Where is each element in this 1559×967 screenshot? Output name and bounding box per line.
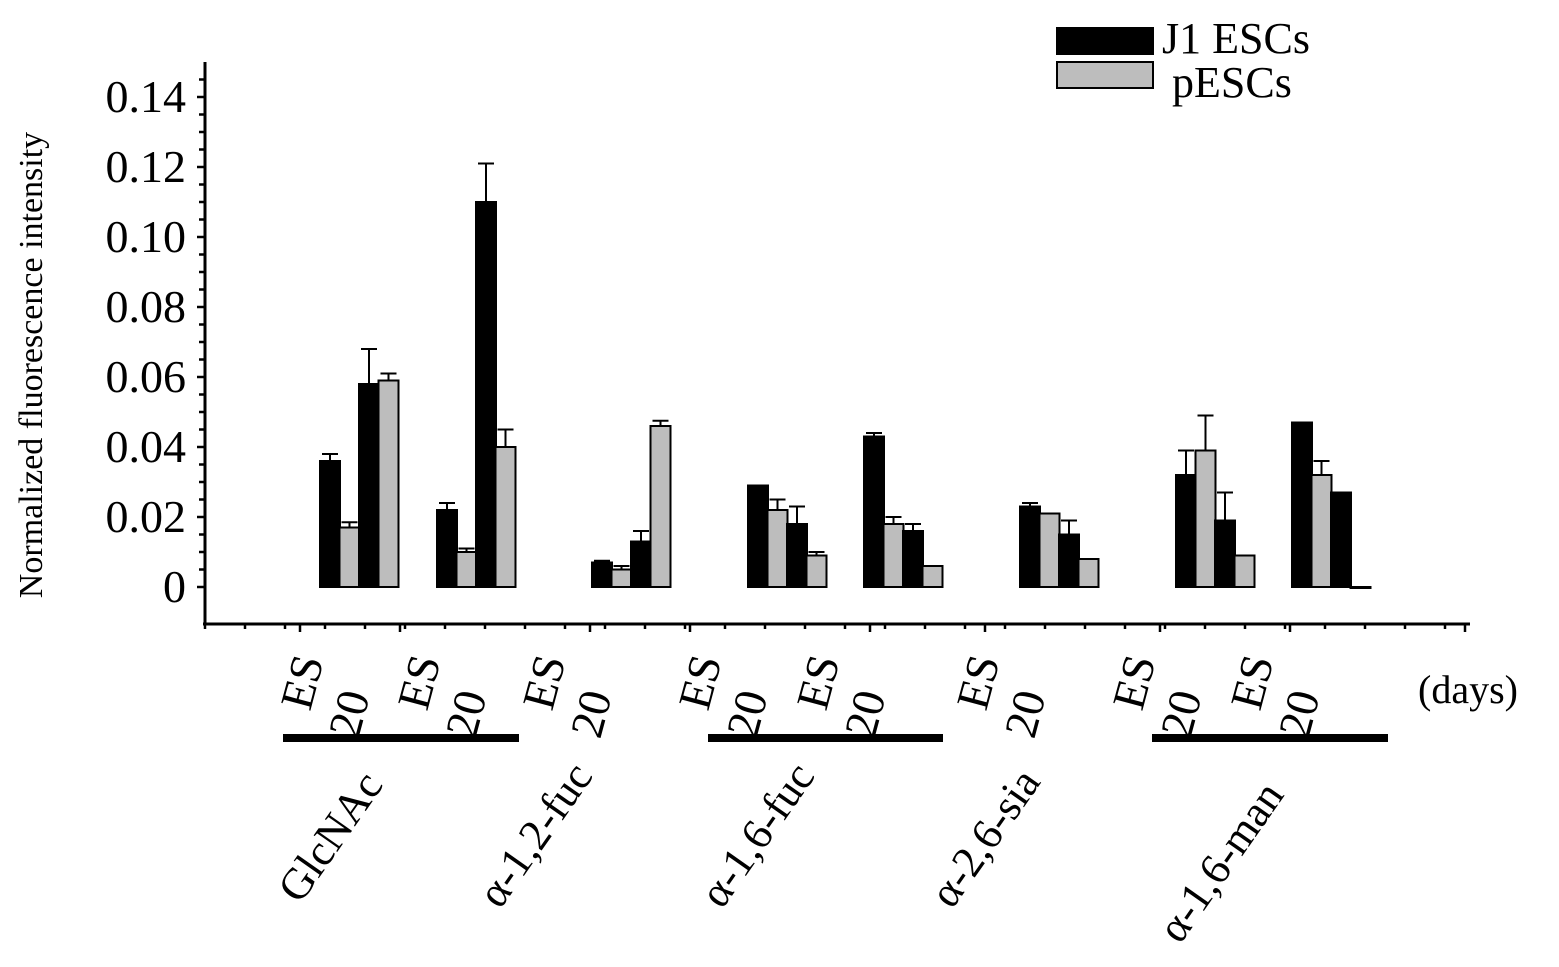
bar-pescs	[1038, 512, 1061, 588]
x-tick-label-20: 20	[1150, 685, 1211, 743]
bar-pescs	[1194, 449, 1217, 588]
bar-pescs	[494, 446, 517, 588]
group-bracket	[708, 734, 943, 742]
legend-swatch-j1	[1056, 27, 1154, 55]
y-tick-label: 0.06	[106, 351, 187, 402]
bar-pescs	[1077, 558, 1100, 588]
legend-swatch-pescs	[1056, 61, 1154, 89]
legend-label-pescs: pESCs	[1172, 58, 1292, 107]
bar-j1-escs	[475, 201, 497, 588]
group-labels: GlcNAc α-1,2-fuc α-1,6-fuc α-2,6-sia α-1,6-m…	[268, 734, 1388, 951]
bar-pescs	[455, 551, 478, 588]
bar-j1-escs	[747, 484, 769, 588]
group-label: α-2,6-sia	[920, 760, 1050, 916]
group-label: α-1,6-fuc	[690, 754, 824, 916]
x-tick-label-20: 20	[834, 685, 895, 743]
bar-pescs	[882, 523, 905, 588]
bar-pescs	[610, 568, 633, 588]
legend-label-j1: J1 ESCs	[1162, 14, 1310, 63]
bar-j1-escs	[1214, 519, 1236, 588]
bar-pescs	[1349, 586, 1372, 589]
y-tick-label: 0.10	[106, 211, 187, 262]
bar-j1-escs	[1019, 505, 1041, 588]
bar-pescs	[766, 509, 789, 588]
group-bracket	[1152, 734, 1388, 742]
bar-j1-escs	[1175, 474, 1197, 588]
bar-j1-escs	[630, 540, 652, 588]
y-tick-label: 0.04	[106, 421, 187, 472]
bar-j1-escs	[786, 523, 808, 588]
bar-pescs	[377, 379, 400, 588]
bar-j1-escs	[902, 530, 924, 588]
bar-j1-escs	[591, 561, 613, 588]
x-tick-label-20: 20	[716, 685, 777, 743]
y-tick-label: 0	[163, 561, 186, 612]
y-tick-label: 0.08	[106, 281, 187, 332]
bar-pescs	[921, 565, 944, 588]
bar-j1-escs	[1291, 421, 1313, 588]
x-unit-label: (days)	[1418, 667, 1518, 712]
bar-pescs	[338, 526, 361, 588]
legend: J1 ESCs pESCs	[1056, 14, 1310, 107]
x-tick-label-20: 20	[994, 685, 1055, 743]
bar-pescs	[649, 425, 672, 588]
bar-j1-escs	[358, 383, 380, 588]
x-ticks	[203, 624, 1467, 632]
x-tick-label-20: 20	[1268, 685, 1329, 743]
y-tick-label: 0.12	[106, 141, 187, 192]
x-tick-label-20: 20	[318, 685, 379, 743]
y-axis-label: Normalized fluorescence intensity	[13, 132, 50, 598]
y-tick-label: 0.02	[106, 491, 187, 542]
bars-layer	[319, 162, 1372, 589]
bar-j1-escs	[1330, 491, 1352, 588]
bar-pescs	[805, 554, 828, 588]
group-bracket	[283, 734, 519, 742]
y-tick-label: 0.14	[106, 71, 187, 122]
x-tick-label-20: 20	[435, 685, 496, 743]
group-label: α-1,2-fuc	[468, 754, 602, 916]
group-label: α-1,6-man	[1148, 773, 1293, 951]
bar-j1-escs	[319, 460, 341, 588]
bar-pescs	[1233, 554, 1256, 588]
x-tick-label-20: 20	[560, 685, 621, 743]
y-ticks: 0 0.02 0.04 0.06 0.08 0.10 0.12 0.14	[106, 71, 205, 612]
group-label: GlcNAc	[268, 763, 392, 911]
bar-j1-escs	[863, 435, 885, 588]
bar-j1-escs	[436, 509, 458, 588]
bar-j1-escs	[1058, 533, 1080, 588]
bar-pescs	[1310, 474, 1333, 588]
